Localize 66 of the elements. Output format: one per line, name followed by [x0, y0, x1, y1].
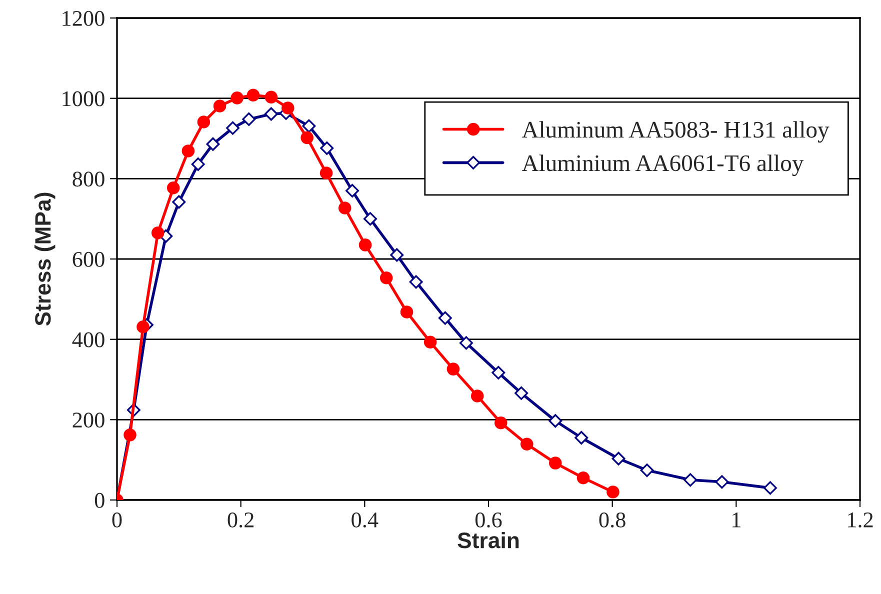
point: [300, 131, 314, 144]
point: [438, 311, 452, 325]
point: [320, 141, 334, 155]
x-tick-label: 0.6: [475, 512, 502, 528]
point: [320, 166, 333, 180]
point: [574, 431, 588, 444]
y-tick-label: 1200: [62, 10, 104, 26]
point: [338, 202, 352, 214]
point: [606, 486, 620, 498]
point: [390, 248, 404, 262]
x-tick-label: 0.2: [228, 512, 254, 528]
point: [136, 320, 150, 334]
x-axis-title: Strain: [458, 532, 519, 548]
point: [182, 144, 195, 158]
point: [282, 102, 294, 114]
x-tick-label: 0: [112, 512, 122, 528]
point: [206, 137, 220, 151]
point: [264, 90, 278, 104]
legend-label: Aluminum AA5083- H131 alloy: [522, 121, 830, 143]
point: [213, 100, 226, 112]
point: [514, 386, 528, 400]
x-tick-label: 1.2: [848, 512, 873, 528]
point: [446, 362, 460, 376]
point: [612, 452, 626, 466]
point: [715, 475, 729, 489]
point: [246, 88, 260, 102]
point: [459, 336, 473, 350]
point: [576, 472, 590, 484]
point: [400, 306, 414, 318]
y-tick-label: 600: [72, 252, 104, 267]
point: [640, 464, 654, 478]
point: [520, 438, 534, 451]
point: [494, 416, 508, 430]
point: [409, 275, 423, 289]
point: [380, 271, 393, 284]
point: [242, 112, 256, 126]
point: [364, 212, 377, 226]
point: [548, 414, 562, 428]
point: [470, 390, 484, 402]
point: [151, 226, 164, 240]
x-tick-label: 0.8: [599, 512, 626, 528]
point: [124, 428, 136, 442]
point: [172, 195, 186, 209]
y-tick-label: 400: [72, 332, 104, 348]
point: [302, 119, 316, 133]
legend-label: Aluminium AA6061-T6 alloy: [522, 154, 804, 176]
point: [226, 121, 240, 135]
point: [191, 157, 205, 171]
point: [548, 456, 562, 470]
y-tick-label: 1000: [62, 91, 104, 106]
x-tick-label: 0.4: [352, 512, 378, 528]
y-tick-label: 200: [72, 412, 104, 428]
point: [684, 473, 698, 487]
point: [197, 116, 210, 128]
point: [346, 184, 360, 198]
point: [424, 336, 437, 349]
x-tick-label: 1: [732, 512, 740, 528]
y-tick-label: 800: [72, 172, 104, 187]
point: [492, 366, 506, 380]
y-axis-title: Stress (MPa): [34, 192, 56, 326]
point: [230, 92, 244, 104]
point: [763, 481, 777, 495]
y-tick-label: 0: [94, 492, 104, 508]
point: [358, 238, 372, 252]
point: [166, 182, 180, 194]
point: [264, 107, 278, 121]
